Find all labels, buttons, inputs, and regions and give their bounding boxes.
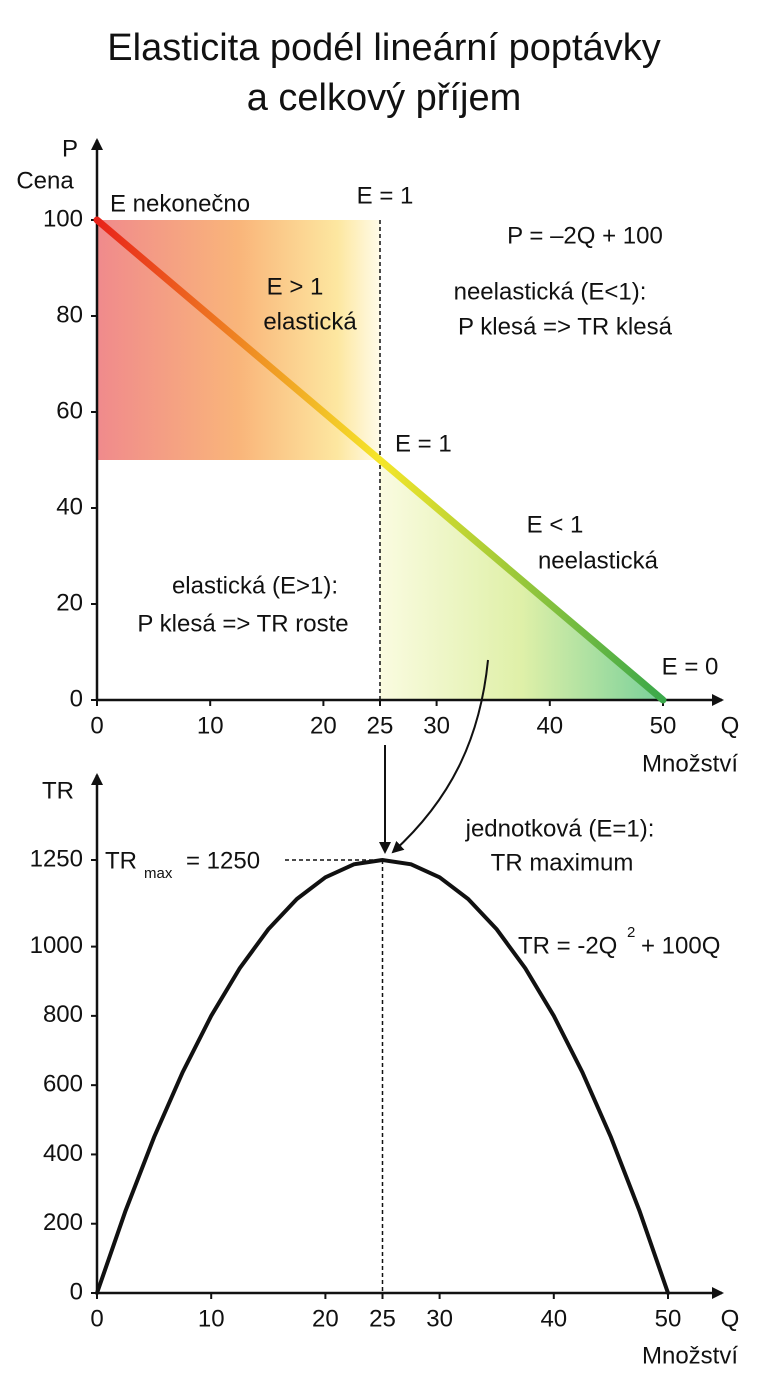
x-tick-label: 10	[197, 712, 224, 739]
annotation: E < 1	[527, 511, 584, 538]
x-tick-label: 30	[426, 1305, 453, 1332]
x-tick-label: 50	[650, 712, 677, 739]
y-tick-label: 1000	[30, 932, 83, 959]
x-tick-label: 0	[90, 1305, 103, 1332]
annotation: P = –2Q + 100	[507, 222, 663, 249]
x-tick-label: 20	[310, 712, 337, 739]
y-tick-label: 0	[70, 685, 83, 712]
x-tick-label: 25	[367, 712, 394, 739]
y-tick-label: 600	[43, 1071, 83, 1098]
x-tick-label: 40	[536, 712, 563, 739]
y-tick-label: 60	[56, 397, 83, 424]
y-tick-label: 1250	[30, 845, 83, 872]
y-tick-label: 40	[56, 493, 83, 520]
annotation: TR	[105, 847, 137, 874]
x-tick-label: 0	[90, 712, 103, 739]
y-tick-label: 20	[56, 589, 83, 616]
y-tick-label: 0	[70, 1278, 83, 1305]
annotation: elastická	[263, 308, 357, 335]
annotation: E = 0	[662, 653, 719, 680]
y-tick-label: 800	[43, 1001, 83, 1028]
annotation: = 1250	[186, 847, 260, 874]
annotation: elastická (E>1):	[172, 572, 338, 599]
annotation: TR = -2Q	[518, 932, 617, 959]
annotation: P klesá => TR klesá	[458, 313, 673, 340]
y-axis-label: P	[62, 135, 78, 162]
annotation: max	[144, 865, 173, 882]
y-tick-label: 100	[43, 205, 83, 232]
annotation: 2	[627, 924, 635, 941]
x-axis-label: Množství	[642, 1342, 738, 1369]
data-line	[93, 216, 667, 704]
x-tick-label: 50	[655, 1305, 682, 1332]
x-tick-label: 20	[312, 1305, 339, 1332]
x-axis-label: Q	[721, 1305, 740, 1332]
x-tick-label: 25	[369, 1305, 396, 1332]
annotation: neelastická	[538, 547, 659, 574]
x-tick-label: 30	[423, 712, 450, 739]
annotation: + 100Q	[641, 932, 720, 959]
x-tick-label: 10	[198, 1305, 225, 1332]
chart-subtitle: a celkový příjem	[247, 77, 522, 119]
x-axis-label: Množství	[642, 750, 738, 777]
annotation: neelastická (E<1):	[454, 278, 647, 305]
y-axis-label: Cena	[16, 167, 74, 194]
x-axis-label: Q	[721, 712, 740, 739]
annotation: E = 1	[395, 430, 452, 457]
data-line	[95, 857, 670, 1295]
x-tick-label: 40	[540, 1305, 567, 1332]
annotation: E = 1	[357, 182, 414, 209]
arrow	[391, 659, 489, 854]
annotation: jednotková (E=1):	[465, 815, 655, 842]
annotation: P klesá => TR roste	[137, 610, 348, 637]
y-tick-label: 200	[43, 1209, 83, 1236]
y-tick-label: 400	[43, 1140, 83, 1167]
y-axis-label: TR	[42, 777, 74, 804]
annotation: E nekonečno	[110, 190, 250, 217]
y-tick-label: 80	[56, 301, 83, 328]
annotation: E > 1	[267, 273, 324, 300]
annotation: TR maximum	[491, 849, 634, 876]
chart-title: Elasticita podél lineární poptávky	[107, 27, 660, 69]
